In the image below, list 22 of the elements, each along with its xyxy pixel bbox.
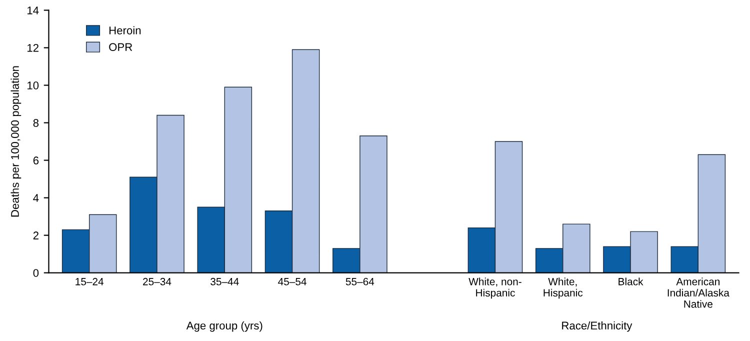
y-tick-label: 2 <box>33 232 38 240</box>
y-tick-label: 8 <box>33 119 39 127</box>
y-tick-label: 12 <box>28 44 38 52</box>
x-tick-label: 15–24 <box>76 278 104 286</box>
y-tick-label: 10 <box>28 82 39 90</box>
x-tick-label: White, non- Hispanic <box>468 278 522 299</box>
x-tick-label: 25–34 <box>143 278 172 286</box>
legend-label: OPR <box>109 43 132 52</box>
x-tick-label: White, Hispanic <box>544 278 583 299</box>
x-tick-label: Black <box>618 278 644 286</box>
y-axis-title: Deaths per 100,000 population <box>10 66 22 217</box>
legend-label: Heroin <box>109 26 141 34</box>
y-tick-label: 6 <box>33 156 39 164</box>
x-tick-label: American Indian/Alaska Native <box>668 278 730 308</box>
x-tick-label: 35–44 <box>210 278 239 286</box>
y-tick-label: 4 <box>33 194 39 202</box>
y-tick-label: 14 <box>28 6 39 14</box>
text: Race/Ethnicity <box>562 321 632 332</box>
text: Age group (yrs) <box>186 321 262 332</box>
x-tick-label: 45–54 <box>278 278 306 286</box>
x-tick-label: 55–64 <box>346 278 374 286</box>
y-tick-label: 0 <box>33 269 39 277</box>
